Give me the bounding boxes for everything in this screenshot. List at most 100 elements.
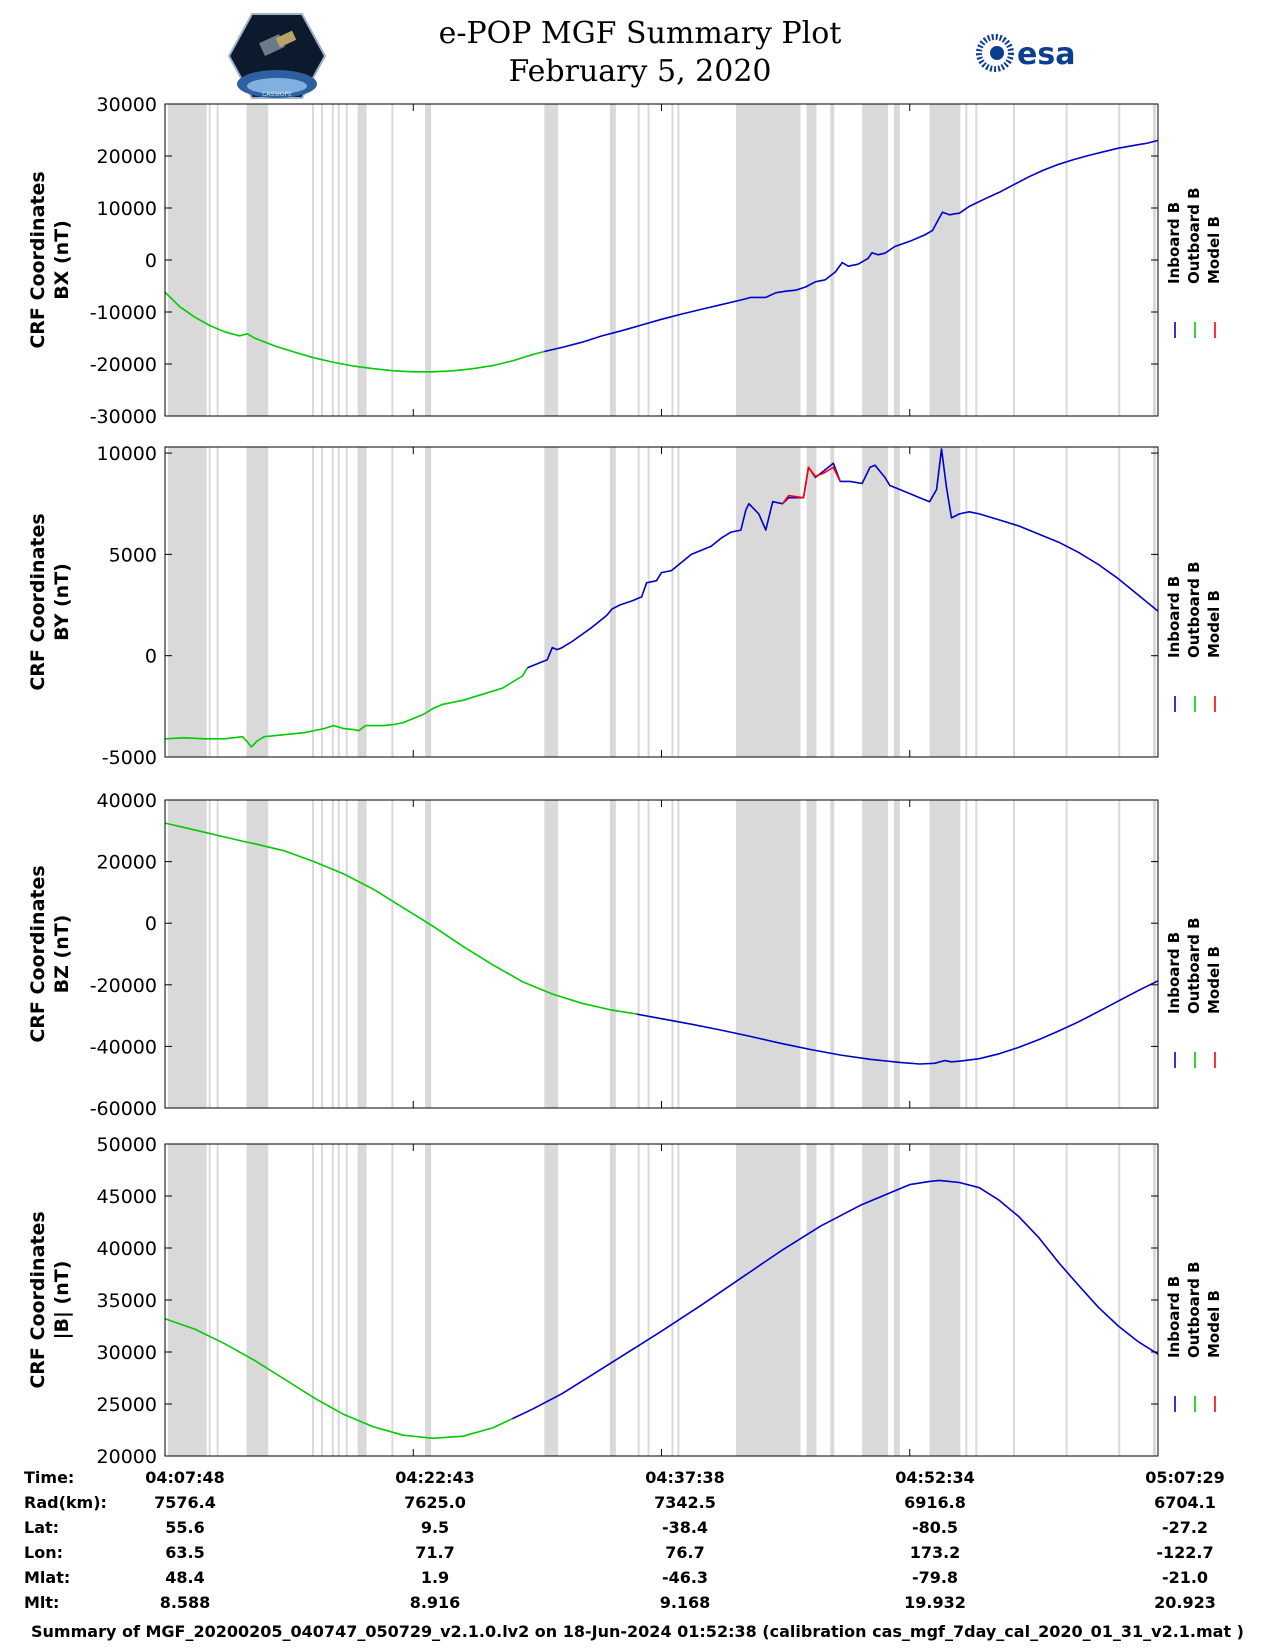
axes-frame bbox=[164, 103, 1159, 417]
y-tick-label: -5000 bbox=[102, 747, 157, 769]
gap-band bbox=[320, 800, 323, 1108]
gap-band bbox=[425, 447, 432, 757]
legend-label: Model B bbox=[1205, 946, 1223, 1014]
gap-band bbox=[830, 800, 835, 1108]
svg-text:CASSIOPE: CASSIOPE bbox=[262, 91, 292, 98]
legend-label: Outboard B bbox=[1185, 187, 1203, 284]
gap-band bbox=[337, 447, 340, 757]
y-tick-label: 20000 bbox=[97, 1446, 157, 1468]
gap-band bbox=[425, 1144, 432, 1456]
y-tick-label: 50000 bbox=[97, 1134, 157, 1156]
gap-band bbox=[1118, 447, 1121, 757]
gap-band bbox=[893, 1144, 900, 1456]
gap-band bbox=[975, 1144, 978, 1456]
gap-band bbox=[965, 800, 968, 1108]
series-inboard-b bbox=[544, 139, 1159, 353]
axes-frame bbox=[164, 799, 1159, 1109]
gap-band bbox=[345, 447, 348, 757]
esa-logo: esa bbox=[976, 34, 1075, 72]
info-cell: -46.3 bbox=[661, 1568, 709, 1587]
gap-band bbox=[1065, 1144, 1068, 1456]
gap-band bbox=[806, 104, 817, 416]
gap-band bbox=[1013, 104, 1016, 416]
y-tick-label: 25000 bbox=[97, 1394, 157, 1416]
gap-band bbox=[637, 104, 640, 416]
gap-band bbox=[975, 447, 978, 757]
gap-band bbox=[609, 800, 616, 1108]
gap-band bbox=[357, 104, 367, 416]
gap-band bbox=[208, 800, 211, 1108]
series-outboard-b bbox=[164, 291, 545, 373]
gap-band bbox=[246, 104, 269, 416]
legend-label: Outboard B bbox=[1185, 1261, 1203, 1358]
gap-band bbox=[975, 800, 978, 1108]
gap-band bbox=[167, 800, 207, 1108]
info-cell: 19.932 bbox=[904, 1593, 966, 1612]
gap-band bbox=[320, 104, 323, 416]
y-axis-label-line2: BY (nT) bbox=[51, 563, 73, 641]
y-tick-label: -40000 bbox=[90, 1036, 157, 1058]
y-axis-label: CRF Coordinates BZ (nT) bbox=[27, 865, 73, 1042]
info-cell: 8.588 bbox=[159, 1593, 211, 1612]
y-tick-label: 30000 bbox=[97, 94, 157, 116]
gap-band bbox=[1013, 1144, 1016, 1456]
info-row: Rad(km): 7576.4 7625.0 7342.5 6916.8 6704.1 bbox=[0, 1493, 1275, 1515]
panel-by: 10000 5000 0 -5000 CRF Coordinates BY (nT) Inb… bbox=[27, 443, 1223, 769]
gap-band bbox=[320, 447, 323, 757]
gap-band bbox=[1153, 800, 1157, 1108]
y-tick-label: 0 bbox=[145, 646, 157, 668]
gap-band bbox=[311, 104, 314, 416]
info-cell: -21.0 bbox=[1161, 1568, 1209, 1587]
legend-label: Outboard B bbox=[1185, 561, 1203, 658]
gap-band bbox=[391, 104, 394, 416]
y-tick-label: -10000 bbox=[90, 302, 157, 324]
gap-band bbox=[830, 1144, 835, 1456]
gap-band bbox=[425, 800, 432, 1108]
panel-b: 50000 45000 40000 35000 30000 25000 20000 CRF C… bbox=[27, 1134, 1223, 1468]
info-cell: 8.916 bbox=[409, 1593, 461, 1612]
gap-band bbox=[337, 1144, 340, 1456]
gap-band bbox=[311, 1144, 314, 1456]
info-row: Lat: 55.6 9.5 -38.4 -80.5 -27.2 bbox=[0, 1518, 1275, 1540]
info-cell: 6916.8 bbox=[904, 1493, 966, 1512]
gap-band bbox=[893, 800, 900, 1108]
gap-band bbox=[311, 800, 314, 1108]
gap-band bbox=[671, 447, 674, 757]
gap-band bbox=[216, 1144, 219, 1456]
gap-band bbox=[609, 1144, 616, 1456]
info-cell: -38.4 bbox=[661, 1518, 709, 1537]
gap-band bbox=[544, 104, 559, 416]
y-tick-label: 40000 bbox=[97, 790, 157, 812]
y-axis-label: CRF Coordinates BX (nT) bbox=[27, 171, 73, 348]
gap-band bbox=[1013, 800, 1016, 1108]
info-label: Time: bbox=[24, 1468, 75, 1487]
gap-band bbox=[677, 104, 680, 416]
gap-band bbox=[965, 447, 968, 757]
y-tick-label: -20000 bbox=[90, 354, 157, 376]
gap-band bbox=[677, 447, 680, 757]
series-outboard-b bbox=[164, 822, 637, 1015]
panel-bx: 30000 20000 10000 0 -10000 -20000 -30000 CRF Co… bbox=[27, 94, 1223, 428]
gap-band bbox=[345, 800, 348, 1108]
y-tick-label: 10000 bbox=[97, 198, 157, 220]
gap-band bbox=[337, 800, 340, 1108]
gap-band bbox=[331, 104, 334, 416]
legend-label: Inboard B bbox=[1165, 1276, 1183, 1358]
info-cell: 9.5 bbox=[420, 1518, 450, 1537]
y-axis-label-line1: CRF Coordinates bbox=[27, 171, 49, 348]
gap-band bbox=[1065, 104, 1068, 416]
gap-band bbox=[331, 1144, 334, 1456]
info-cell: 71.7 bbox=[415, 1543, 455, 1562]
gap-band bbox=[216, 800, 219, 1108]
series-inboard-b bbox=[527, 448, 1159, 669]
gap-band bbox=[246, 447, 269, 757]
y-axis-label-line1: CRF Coordinates bbox=[27, 1211, 49, 1388]
gap-band bbox=[391, 1144, 394, 1456]
info-cell: 04:22:43 bbox=[395, 1468, 475, 1487]
gap-band bbox=[391, 447, 394, 757]
gap-band bbox=[735, 1144, 801, 1456]
info-label: Lat: bbox=[24, 1518, 60, 1537]
y-tick-label: 45000 bbox=[97, 1186, 157, 1208]
info-cell: -122.7 bbox=[1156, 1543, 1214, 1562]
